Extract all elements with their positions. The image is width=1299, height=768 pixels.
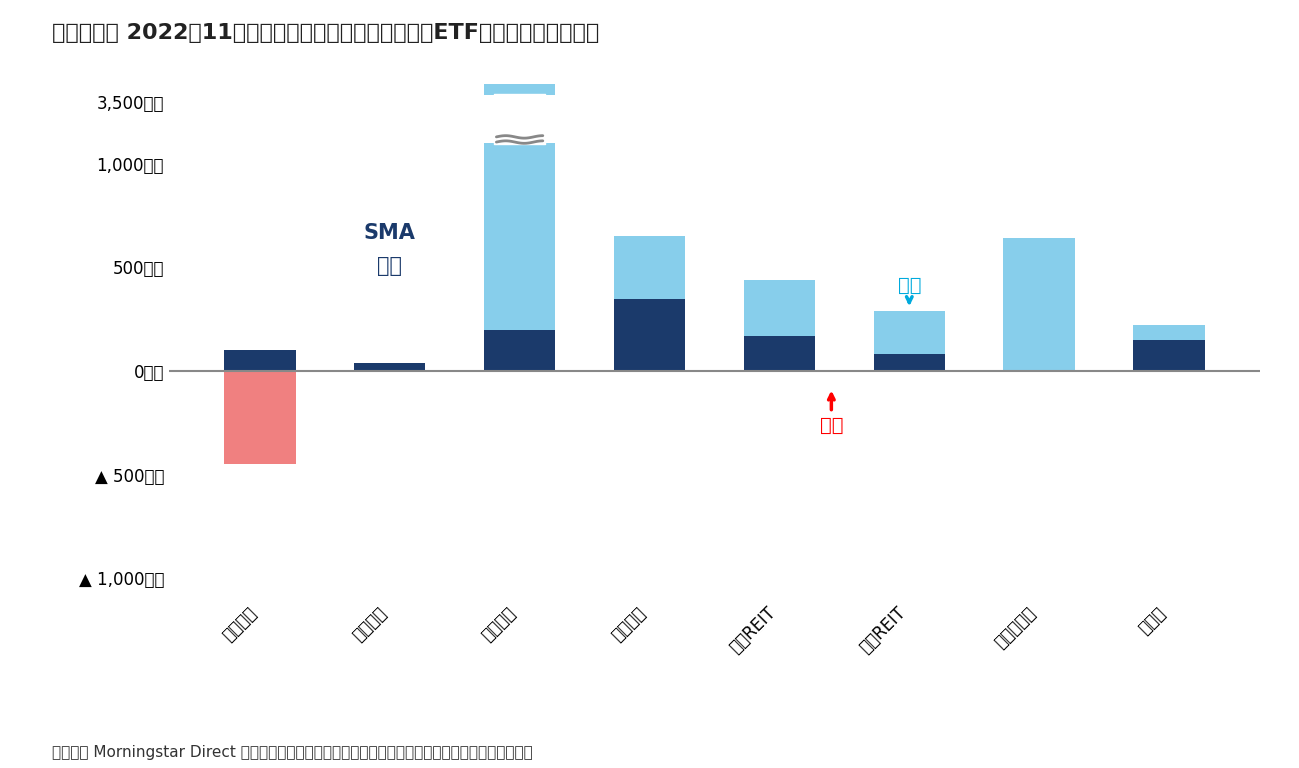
Bar bbox=[873, 311, 944, 355]
Bar bbox=[483, 84, 555, 95]
Text: （資料） Morningstar Direct より作成。各資産クラスはイボットソン分類を用いてファンドを分類。: （資料） Morningstar Direct より作成。各資産クラスはイボット… bbox=[52, 745, 533, 760]
Bar bbox=[1133, 326, 1204, 340]
Bar bbox=[1003, 238, 1074, 371]
Bar bbox=[483, 143, 555, 329]
Bar bbox=[353, 362, 425, 371]
Bar bbox=[223, 350, 295, 371]
Bar bbox=[613, 237, 685, 299]
Bar bbox=[1133, 340, 1204, 371]
Bar bbox=[743, 336, 816, 371]
Text: SMA: SMA bbox=[364, 223, 416, 243]
Text: 専用: 専用 bbox=[377, 256, 403, 276]
Bar bbox=[743, 280, 816, 336]
Bar bbox=[613, 299, 685, 371]
Text: 流入: 流入 bbox=[898, 276, 921, 296]
Bar bbox=[223, 371, 295, 465]
Text: 流出: 流出 bbox=[820, 415, 843, 435]
Bar bbox=[483, 329, 555, 371]
Text: 『図表１』 2022年11月の日本籍追加型株式投信（除くETF）の推計資金流出入: 『図表１』 2022年11月の日本籍追加型株式投信（除くETF）の推計資金流出入 bbox=[52, 23, 599, 43]
Bar bbox=[873, 355, 944, 371]
